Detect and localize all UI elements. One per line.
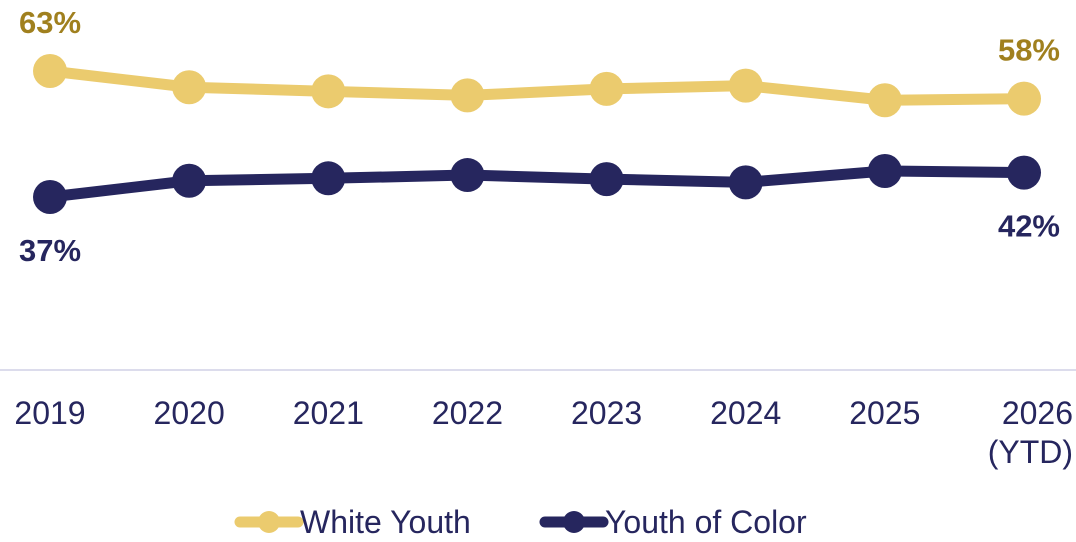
youth-of-color-legend-label: Youth of Color	[605, 504, 807, 540]
white-youth-point-1	[172, 70, 207, 105]
youth-of-color-data-label-7: 42%	[998, 209, 1060, 244]
x-tick-label-1: 2020	[154, 395, 225, 431]
youth-of-color-data-label-0: 37%	[19, 233, 81, 268]
x-tick-label-3: 2022	[432, 395, 503, 431]
youth-of-color-point-7	[1007, 155, 1041, 190]
youth-of-color-point-5	[728, 165, 763, 200]
youth-of-color-legend-swatch-marker	[563, 511, 585, 533]
white-youth-point-0	[33, 54, 67, 88]
series-points	[33, 54, 1041, 214]
youth-of-color-point-1	[172, 163, 207, 198]
youth-of-color-point-0	[33, 180, 67, 214]
white-youth-legend-swatch-marker	[258, 511, 280, 533]
white-youth-point-6	[867, 83, 902, 118]
x-tick-label-7-line-1: (YTD)	[988, 434, 1073, 470]
x-tick-label-5: 2024	[710, 395, 781, 431]
white-youth-point-4	[589, 71, 624, 106]
white-youth-point-5	[728, 68, 763, 103]
white-youth-legend-label: White Youth	[300, 504, 471, 540]
youth-of-color-point-6	[867, 153, 902, 188]
youth-of-color-point-2	[311, 161, 346, 196]
series-lines	[44, 65, 1030, 203]
white-youth-point-7	[1007, 81, 1041, 116]
white-youth-data-label-0: 63%	[19, 5, 81, 40]
x-tick-label-6: 2025	[849, 395, 920, 431]
white-youth-point-3	[450, 78, 485, 113]
youth-of-color-line	[44, 165, 1030, 203]
youth-of-color-point-3	[450, 158, 485, 193]
x-tick-label-7: 2026	[1002, 395, 1073, 431]
x-tick-label-4: 2023	[571, 395, 642, 431]
youth-of-color-point-4	[589, 162, 624, 197]
white-youth-point-2	[311, 74, 346, 109]
legend: White Youth Youth of Color	[234, 504, 807, 540]
white-youth-data-label-7: 58%	[998, 33, 1060, 68]
x-axis-tick-labels: 2019 2020 2021 2022 2023 2024 2025 2026(YTD)	[14, 395, 1073, 470]
white-youth-line	[44, 65, 1030, 106]
data-labels: 63% 58% 37% 42%	[19, 5, 1060, 268]
x-tick-label-0: 2019	[14, 395, 85, 431]
x-tick-label-2: 2021	[293, 395, 364, 431]
